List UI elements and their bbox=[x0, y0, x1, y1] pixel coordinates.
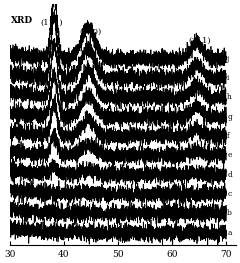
Text: a: a bbox=[227, 229, 232, 237]
Text: e: e bbox=[227, 151, 232, 159]
Text: h: h bbox=[227, 93, 232, 101]
Text: d: d bbox=[227, 171, 232, 179]
Text: f: f bbox=[227, 132, 230, 140]
Text: (200): (200) bbox=[80, 28, 102, 36]
Text: b: b bbox=[227, 209, 232, 217]
Text: (111): (111) bbox=[40, 19, 63, 27]
Text: XRD: XRD bbox=[11, 16, 33, 25]
Text: j: j bbox=[227, 55, 229, 63]
Text: g: g bbox=[227, 113, 232, 121]
Text: i: i bbox=[227, 74, 229, 82]
Text: (311): (311) bbox=[188, 37, 211, 45]
Text: c: c bbox=[227, 190, 231, 198]
